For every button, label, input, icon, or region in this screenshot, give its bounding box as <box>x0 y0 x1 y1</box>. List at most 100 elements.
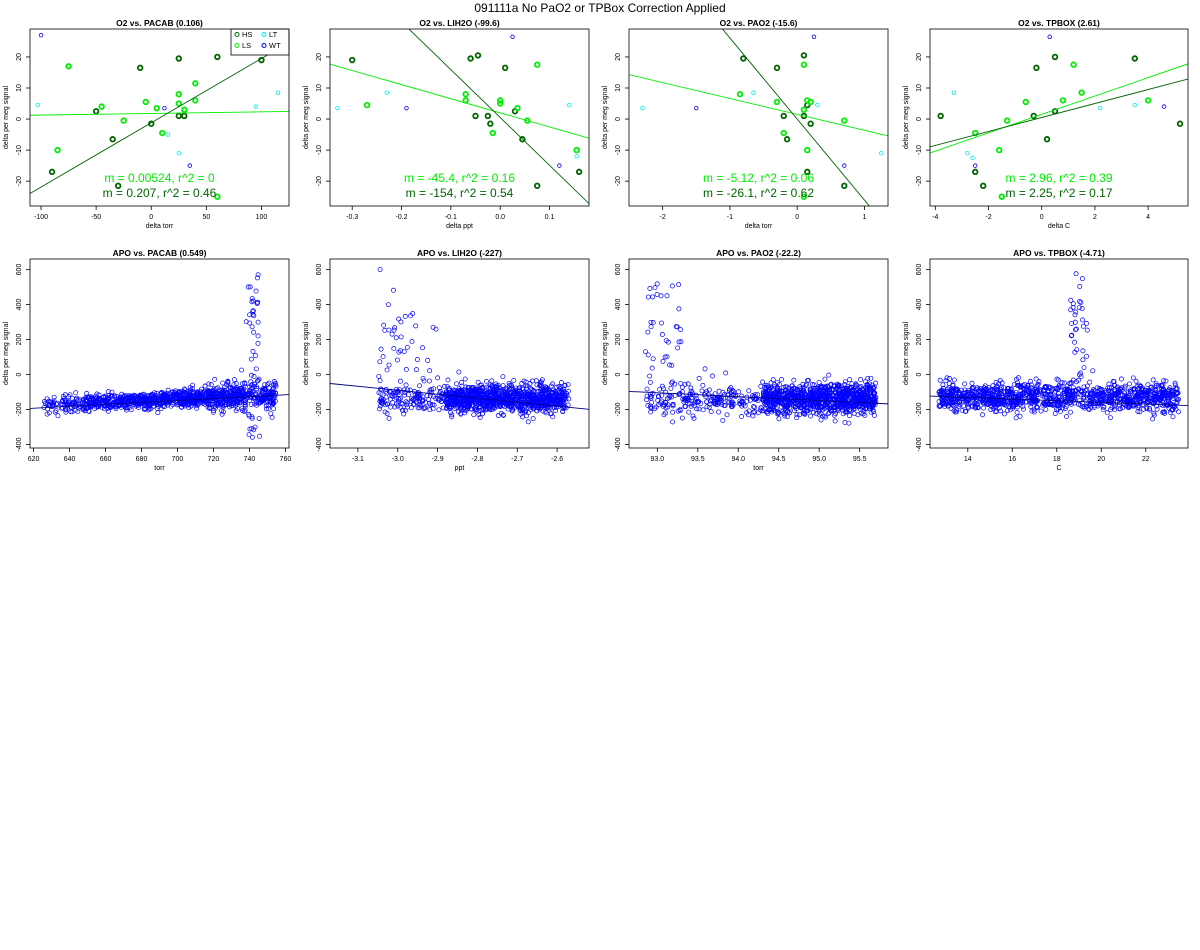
data-point <box>63 407 69 413</box>
data-point <box>669 380 675 386</box>
data-point <box>492 384 498 390</box>
fit-line <box>30 42 289 194</box>
data-point <box>269 415 275 421</box>
fit-annotation: m = -45.4, r^2 = 0.16 <box>404 171 515 185</box>
data-point-HS <box>467 55 474 62</box>
data-point <box>80 405 86 411</box>
y-axis-label: delta per meg signal <box>3 86 10 149</box>
data-point <box>842 379 848 385</box>
fit-annotation: m = -5.12, r^2 = 0.06 <box>703 171 814 185</box>
data-point <box>123 395 129 401</box>
x-tick-label: 4 <box>1146 214 1150 221</box>
chart-panel-4: O2 vs. TPBOX (2.61)-4 -2 0 2 4-20-1001020del… <box>903 18 1189 230</box>
panel-title: APO vs. TPBOX (-4.71) <box>1013 248 1105 258</box>
data-point <box>397 378 403 384</box>
data-point <box>944 375 950 381</box>
data-point <box>126 394 132 400</box>
data-point <box>255 275 260 281</box>
data-point <box>449 396 455 402</box>
data-point <box>828 390 834 396</box>
data-point <box>386 327 392 333</box>
data-point <box>948 391 954 397</box>
data-point <box>557 389 563 395</box>
data-point <box>435 375 441 381</box>
legend-label: LT <box>269 30 278 39</box>
data-point <box>250 309 256 314</box>
data-point <box>814 385 819 391</box>
data-point <box>462 376 468 382</box>
data-point-HS <box>137 64 144 72</box>
data-point <box>822 413 828 419</box>
x-tick-label: 100 <box>256 214 268 221</box>
data-point <box>670 401 676 407</box>
data-point-HS <box>1176 120 1184 127</box>
chart-panel-7: APO vs. PAO2 (-22.2)93.0 93.5 94.0 94.5 95.0… <box>602 248 889 472</box>
data-point <box>989 386 995 392</box>
data-point <box>652 406 658 412</box>
data-point <box>465 388 471 394</box>
data-point <box>858 388 863 394</box>
data-point <box>703 394 709 400</box>
data-point <box>412 392 418 398</box>
data-point <box>973 405 979 411</box>
data-point <box>801 408 807 414</box>
x-tick-label: 1 <box>863 214 867 221</box>
data-point <box>1156 385 1162 391</box>
data-point <box>222 384 228 390</box>
data-point <box>460 389 466 395</box>
data-point <box>1073 309 1079 315</box>
data-point <box>677 408 683 413</box>
data-point <box>498 410 504 416</box>
data-point <box>485 399 491 405</box>
y-tick-label: 20 <box>16 53 23 61</box>
data-point <box>645 352 651 358</box>
data-point <box>947 376 953 381</box>
chart-panel-6: APO vs. LIH2O (-227)-3.1 -3.0 -2.9 -2.8 -2.7… <box>303 248 590 472</box>
data-point-HS <box>841 182 848 190</box>
data-point <box>427 407 433 413</box>
data-point <box>1079 306 1085 311</box>
y-tick-label: 0 <box>615 372 622 376</box>
data-point <box>1047 395 1053 401</box>
data-point <box>388 404 393 410</box>
data-point <box>563 396 569 402</box>
data-point <box>704 404 710 410</box>
data-point <box>249 296 255 301</box>
data-point <box>248 402 254 407</box>
data-point <box>747 397 753 403</box>
data-point <box>648 409 654 415</box>
y-axis-label: delta per meg signal <box>903 86 910 149</box>
data-point-HS <box>937 112 944 120</box>
data-point <box>430 324 436 330</box>
data-point <box>700 382 706 388</box>
plot-frame <box>628 258 889 449</box>
data-point <box>533 378 539 384</box>
data-point <box>513 396 519 402</box>
data-point <box>1154 383 1159 388</box>
data-point <box>816 405 822 411</box>
data-point <box>721 403 727 408</box>
data-point <box>794 415 800 421</box>
data-point <box>1068 297 1074 303</box>
data-point <box>256 416 262 422</box>
data-point <box>205 389 211 395</box>
data-point <box>405 387 410 393</box>
data-point <box>704 399 710 405</box>
data-point <box>442 383 447 389</box>
data-point <box>665 402 671 408</box>
data-point <box>118 400 124 406</box>
data-point <box>817 387 823 393</box>
data-point <box>404 344 410 350</box>
data-point <box>1014 409 1020 415</box>
data-point <box>251 427 257 433</box>
fit-line <box>930 63 1188 154</box>
x-tick-label: 0.0 <box>495 214 505 221</box>
data-point <box>1122 385 1128 391</box>
data-point <box>648 324 654 330</box>
data-point <box>689 390 695 396</box>
data-point <box>785 392 791 398</box>
data-point <box>475 408 481 414</box>
data-point <box>854 400 860 406</box>
data-point <box>483 378 489 384</box>
data-point <box>560 408 566 414</box>
